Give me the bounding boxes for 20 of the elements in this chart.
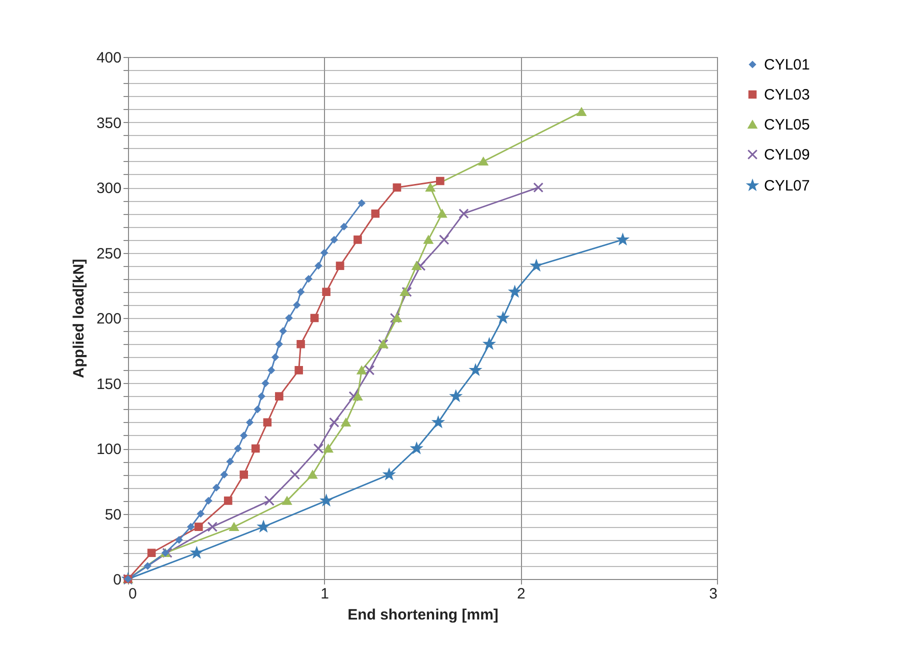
y-tick-label: 250 [96,245,122,262]
y-tick-label: 0 [113,572,122,588]
y-tick-label: 350 [96,114,122,132]
legend-label: CYL01 [764,56,810,74]
y-tick-label: 150 [96,376,122,393]
y-tick-label: 100 [96,441,122,458]
x-tick-label: 1 [320,586,330,602]
x-axis-title: End shortening [mm] [348,606,498,624]
legend-label: CYL03 [764,86,810,104]
x-tick-label: 3 [709,586,718,602]
y-tick-label: 50 [104,506,122,524]
legend-label: CYL07 [764,178,810,194]
y-tick-label: 400 [96,50,122,66]
x-tick-label: 2 [516,586,526,602]
legend-label: CYL09 [764,146,810,164]
y-tick-label: 200 [96,310,122,328]
legend-label: CYL05 [764,116,810,134]
y-tick-label: 300 [96,180,122,197]
y-axis-title: Applied load[kN] [70,258,88,378]
x-tick-label: 0 [128,586,137,602]
